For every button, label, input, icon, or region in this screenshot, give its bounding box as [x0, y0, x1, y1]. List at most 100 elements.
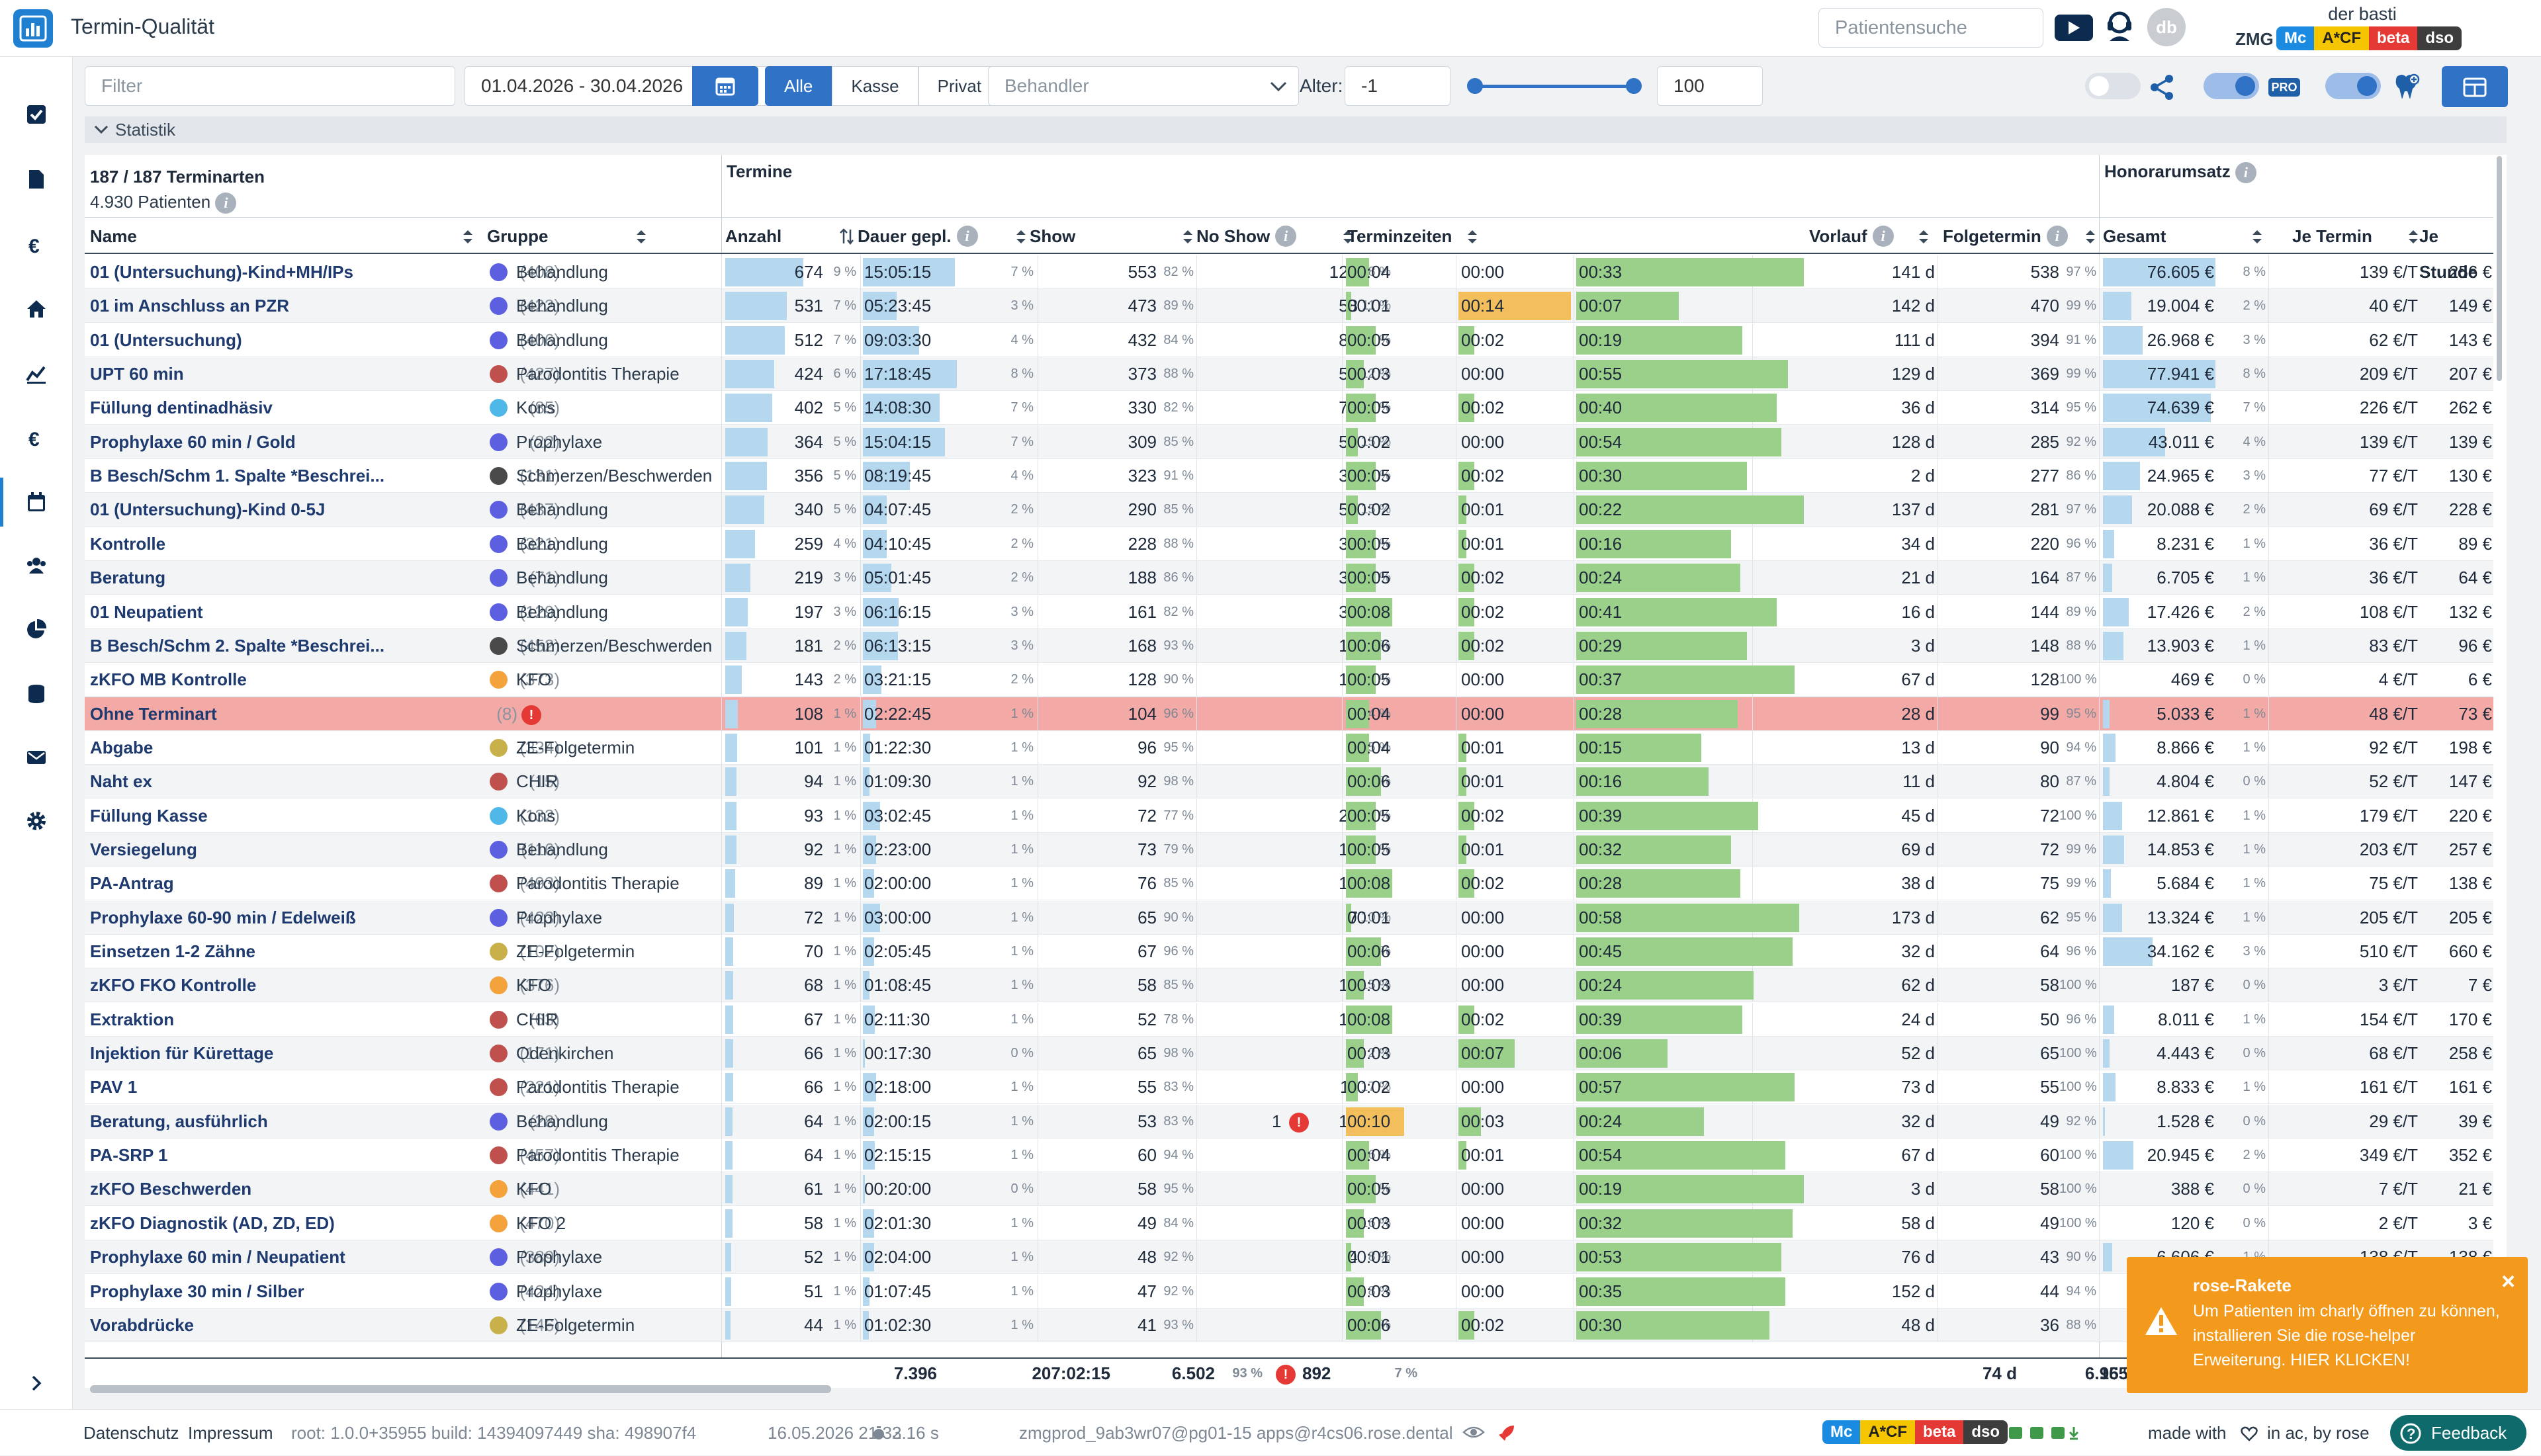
column-layout-button[interactable]: [2442, 66, 2508, 107]
table-row[interactable]: PA-Antrag (493) Parodontitis Therapie 89 1 %…: [85, 867, 2493, 901]
column-header-anzahl[interactable]: Anzahl: [725, 218, 858, 254]
sidebar-item-calendar[interactable]: [0, 472, 73, 532]
toast-message[interactable]: Um Patienten im charly öffnen zu können,…: [2193, 1302, 2500, 1369]
patient-search-input[interactable]: [1818, 8, 2043, 48]
alter-max-input[interactable]: 100: [1657, 66, 1763, 106]
row-name[interactable]: Versiegelung: [90, 839, 197, 859]
row-name[interactable]: Beratung: [90, 568, 166, 588]
statistik-section-toggle[interactable]: Statistik: [85, 116, 2507, 143]
table-row[interactable]: Extraktion (63) CHIR 67 1 % 02:11:30 1 % 52 78 %…: [85, 1002, 2493, 1037]
column-header-show[interactable]: Show: [1030, 218, 1195, 254]
sidebar-item-documents[interactable]: [0, 150, 73, 209]
row-name[interactable]: Füllung dentinadhäsiv: [90, 398, 273, 418]
share-icon[interactable]: [2148, 73, 2177, 105]
row-name[interactable]: 01 (Untersuchung)-Kind 0-5J: [90, 499, 326, 520]
sidebar-item-home[interactable]: [0, 279, 73, 339]
slider-handle-max[interactable]: [1626, 78, 1642, 94]
row-name[interactable]: Füllung Kasse: [90, 805, 208, 826]
rose-helper-toast[interactable]: rose-Rakete Um Patienten im charly öffne…: [2127, 1257, 2528, 1393]
table-row[interactable]: Injektion für Kürettage (171) Odenkirchen 6…: [85, 1037, 2493, 1071]
table-row[interactable]: zKFO Beschwerden (441) KFO 61 1 % 00:20:00 0 %…: [85, 1172, 2493, 1207]
datenschutz-link[interactable]: Datenschutz: [83, 1423, 179, 1443]
table-row[interactable]: Füllung dentinadhäsiv (85) Kons 402 5 % 14:08…: [85, 391, 2493, 425]
toggle-switch-3[interactable]: [2325, 73, 2381, 99]
table-row[interactable]: Prophylaxe 60-90 min / Edelweiß (423) Prop…: [85, 900, 2493, 935]
column-header-dauer[interactable]: Dauer gepl. i: [858, 218, 1030, 254]
info-icon[interactable]: i: [2235, 162, 2256, 184]
row-name[interactable]: Extraktion: [90, 1009, 175, 1029]
age-range-slider[interactable]: [1467, 78, 1642, 94]
column-header-terminzeiten[interactable]: Terminzeiten: [1347, 218, 1480, 254]
table-row[interactable]: PA-SRP 1 (457) Parodontitis Therapie 64 1 % 0…: [85, 1138, 2493, 1173]
row-name[interactable]: UPT 60 min: [90, 364, 184, 384]
alter-min-input[interactable]: -1: [1345, 66, 1450, 106]
sidebar-item-mail[interactable]: [0, 728, 73, 787]
column-header-gesamt[interactable]: Gesamt: [2103, 218, 2268, 254]
error-icon[interactable]: !: [1289, 1112, 1309, 1133]
table-row[interactable]: UPT 60 min (427) Parodontitis Therapie 424 6…: [85, 357, 2493, 392]
row-name[interactable]: Beratung, ausführlich: [90, 1111, 268, 1131]
row-name[interactable]: Prophylaxe 60 min / Gold: [90, 431, 296, 452]
row-name[interactable]: B Besch/Schm 1. Spalte *Beschrei...: [90, 466, 385, 486]
segment-kasse[interactable]: Kasse: [832, 66, 918, 106]
table-row[interactable]: B Besch/Schm 1. Spalte *Beschrei... (131)…: [85, 459, 2493, 493]
row-name[interactable]: zKFO MB Kontrolle: [90, 669, 247, 690]
warning-icon[interactable]: !: [1276, 1359, 1302, 1388]
row-name[interactable]: Vorabdrücke: [90, 1314, 195, 1335]
row-name[interactable]: Prophylaxe 30 min / Silber: [90, 1281, 304, 1301]
horizontal-scrollbar[interactable]: [90, 1385, 831, 1393]
sidebar-expand-button[interactable]: [0, 1353, 73, 1413]
segment-alle[interactable]: Alle: [765, 66, 832, 106]
table-row[interactable]: Beratung (71) Behandlung 219 3 % 05:01:45 2 % 1…: [85, 561, 2493, 595]
row-name[interactable]: Einsetzen 1-2 Zähne: [90, 941, 255, 961]
sidebar-item-settings[interactable]: [0, 791, 73, 851]
toast-close-button[interactable]: ×: [2501, 1267, 2516, 1295]
row-name[interactable]: Prophylaxe 60-90 min / Edelweiß: [90, 907, 356, 927]
table-row[interactable]: Beratung, ausführlich (28) Behandlung 64 1 %…: [85, 1104, 2493, 1138]
info-icon[interactable]: i: [1872, 226, 1894, 247]
column-header-folgetermin[interactable]: Folgetermin i: [1943, 218, 2099, 254]
row-name[interactable]: zKFO FKO Kontrolle: [90, 975, 257, 996]
table-row[interactable]: Füllung Kasse (132) Kons 93 1 % 03:02:45 1 % 72…: [85, 798, 2493, 833]
row-name[interactable]: zKFO Beschwerden: [90, 1179, 252, 1199]
row-name[interactable]: B Besch/Schm 2. Spalte *Beschrei...: [90, 635, 385, 656]
row-name[interactable]: PA-SRP 1: [90, 1145, 168, 1166]
sidebar-item-patients[interactable]: [0, 536, 73, 595]
table-row[interactable]: 01 (Untersuchung) (406) Behandlung 512 7 % 09…: [85, 323, 2493, 357]
table-row[interactable]: zKFO Diagnostik (AD, ZD, ED) (470) KFO 2 58…: [85, 1206, 2493, 1240]
row-name[interactable]: PAV 1: [90, 1077, 138, 1097]
sidebar-item-tasks[interactable]: [0, 85, 73, 144]
row-name[interactable]: 01 (Untersuchung)-Kind+MH/IPs: [90, 262, 353, 282]
table-row[interactable]: Prophylaxe 60 min / Gold (22) Prophylaxe 36…: [85, 425, 2493, 459]
table-row[interactable]: Prophylaxe 60 min / Neupatient (389) Proph…: [85, 1240, 2493, 1275]
tooth-icon[interactable]: [2390, 71, 2422, 107]
warning-icon[interactable]: !: [1289, 1105, 1315, 1138]
row-name[interactable]: Injektion für Kürettage: [90, 1043, 274, 1064]
table-row[interactable]: Prophylaxe 30 min / Silber (424) Prophylax…: [85, 1274, 2493, 1308]
behandler-select[interactable]: Behandler: [988, 66, 1299, 106]
table-row[interactable]: zKFO FKO Kontrolle (376) KFO 68 1 % 01:08:45 1…: [85, 968, 2493, 1003]
sidebar-item-database[interactable]: [0, 664, 73, 724]
table-row[interactable]: 01 (Untersuchung)-Kind 0-5J (437) Behandlu…: [85, 493, 2493, 527]
sidebar-item-analytics[interactable]: [0, 344, 73, 404]
column-header-name[interactable]: Name: [90, 218, 480, 254]
sidebar-item-billing[interactable]: €: [0, 409, 73, 468]
column-header-noshow[interactable]: No Show i: [1196, 218, 1355, 254]
table-row[interactable]: 01 im Anschluss an PZR (422) Behandlung 531…: [85, 289, 2493, 323]
row-name[interactable]: Naht ex: [90, 771, 152, 792]
row-name[interactable]: Abgabe: [90, 737, 154, 757]
video-help-button[interactable]: [2055, 15, 2093, 41]
table-row[interactable]: B Besch/Schm 2. Spalte *Beschrei... (452)…: [85, 628, 2493, 663]
rocket-icon[interactable]: [1497, 1423, 1517, 1443]
sidebar-item-statistics[interactable]: [0, 599, 73, 659]
row-name[interactable]: Kontrolle: [90, 533, 166, 554]
segment-privat[interactable]: Privat: [918, 66, 1001, 106]
column-header-je-termin[interactable]: Je Termin: [2292, 218, 2418, 254]
row-name[interactable]: 01 (Untersuchung): [90, 329, 242, 350]
info-icon[interactable]: i: [1275, 226, 1297, 247]
table-row[interactable]: 01 Neupatient (129) Behandlung 197 3 % 06:16:…: [85, 595, 2493, 629]
sidebar-item-finance[interactable]: €: [0, 216, 73, 275]
info-icon[interactable]: i: [215, 193, 237, 214]
table-row[interactable]: Ohne Terminart (8)! 108 1 % 02:22:45 1 % 104 96…: [85, 697, 2493, 731]
avatar[interactable]: db: [2147, 8, 2186, 46]
